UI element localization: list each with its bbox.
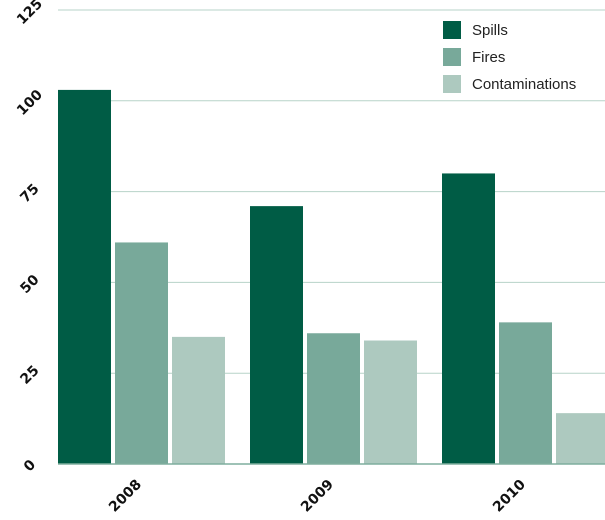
legend: Spills Fires Contaminations [443,21,576,93]
legend-label-fires: Fires [472,49,505,66]
bar-fires-2009 [307,333,360,464]
y-tick-label-50: 50 [17,272,42,297]
bar-contaminations-2009 [364,340,417,464]
legend-swatch-spills [443,21,461,39]
y-tick-label-75: 75 [17,181,42,206]
x-tick-label-2008: 2008 [106,477,145,516]
y-tick-label-0: 0 [21,457,39,475]
y-tick-label-100: 100 [14,87,46,119]
bar-spills-2008 [58,89,111,465]
legend-swatch-contaminations [443,75,461,93]
bar-spills-2009 [250,206,303,465]
bars [58,89,605,465]
legend-label-spills: Spills [472,22,508,39]
bar-spills-2010 [442,173,495,464]
bar-contaminations-2010 [556,413,605,464]
legend-label-contaminations: Contaminations [472,76,576,93]
y-tick-label-125: 125 [14,0,46,28]
y-tick-label-25: 25 [17,363,42,388]
x-tick-label-2010: 2010 [490,476,529,515]
y-axis-tick-labels: 0 25 50 75 100 125 [14,0,46,475]
bar-fires-2008 [115,242,168,464]
legend-swatch-fires [443,48,461,66]
x-axis-tick-labels: 2008 2009 2010 [106,476,529,515]
x-tick-label-2009: 2009 [298,477,337,516]
bar-fires-2010 [499,322,552,464]
bar-contaminations-2008 [172,336,225,464]
